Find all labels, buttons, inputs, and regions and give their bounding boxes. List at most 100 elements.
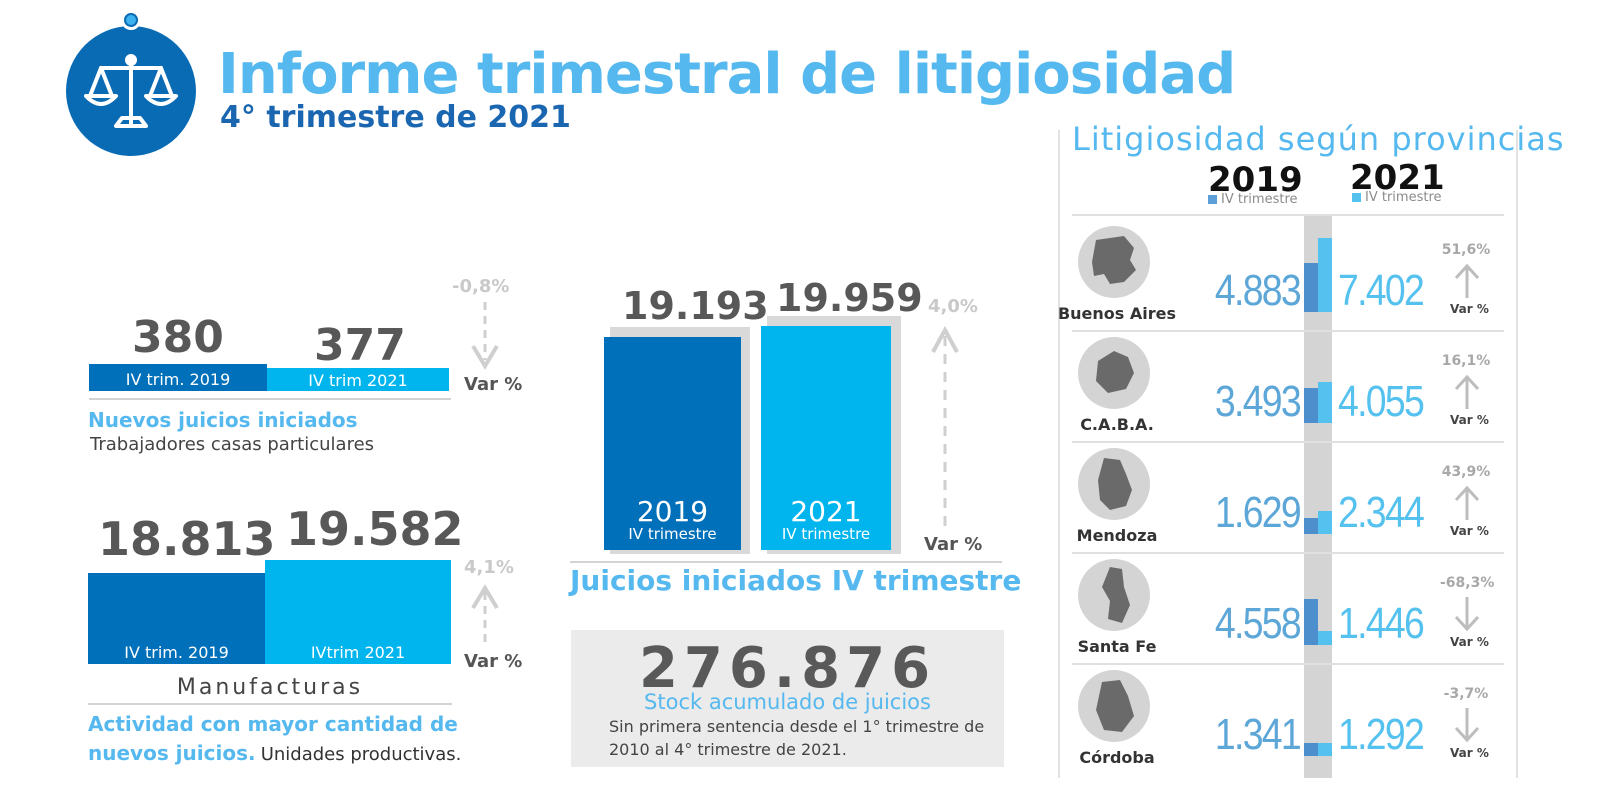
- juicios-bar-2019-year: 2019: [636, 495, 709, 528]
- manuf-desc-blue-line2: nuevos juicios.: [88, 741, 256, 765]
- province-bar-2019: [1304, 518, 1318, 534]
- page-title: Informe trimestral de litigiosidad: [218, 42, 1236, 107]
- province-bar-2021: [1318, 382, 1332, 423]
- province-name: Córdoba: [1079, 748, 1155, 767]
- province-value-2019: 1.341: [1214, 710, 1302, 759]
- province-var-label: Var %: [1450, 635, 1489, 649]
- province-var-pct: 16,1%: [1441, 353, 1491, 369]
- juicios-var-pct: 4,0%: [928, 296, 978, 317]
- stock-desc-line1: Sin primera sentencia desde el 1° trimes…: [609, 717, 985, 736]
- provincias-title: Litigiosidad según provincias: [1072, 120, 1565, 158]
- manuf-desc-dark: Unidades productivas.: [260, 744, 462, 765]
- legend-swatch-2019: [1208, 195, 1217, 204]
- provincias-legend-2019: IV trimestre: [1208, 192, 1298, 207]
- arrow-up-icon: [1454, 263, 1480, 298]
- mendoza-map-icon: [1098, 458, 1132, 510]
- province-bar-2021: [1318, 743, 1332, 756]
- province-name: C.A.B.A.: [1080, 415, 1154, 434]
- juicios-title: Juicios iniciados IV trimestre: [570, 564, 1022, 597]
- juicios-bar-2019-sub: IV trimestre: [628, 525, 717, 543]
- province-value-2021: 2.344: [1338, 488, 1425, 537]
- arrow-down-icon: [1454, 597, 1480, 632]
- casas-bar-2019-label: IV trim. 2019: [125, 370, 231, 389]
- casas-value-2019: 380: [132, 312, 224, 363]
- arrow-down-icon: [471, 302, 499, 370]
- provincias-year-2019: 2019: [1208, 160, 1303, 200]
- manuf-bar-2019-label: IV trim. 2019: [124, 643, 229, 662]
- province-var-pct: 51,6%: [1441, 242, 1491, 258]
- province-map-circle: [1078, 448, 1150, 520]
- manuf-bar-2021: IVtrim 2021: [265, 560, 451, 664]
- province-name: Buenos Aires: [1057, 304, 1177, 323]
- province-value-2019: 4.558: [1214, 599, 1302, 648]
- manuf-value-2021: 19.582: [286, 502, 464, 556]
- provincias-legend-2019-text: IV trimestre: [1221, 192, 1298, 207]
- province-map-circle: [1078, 559, 1150, 631]
- manuf-title: Manufacturas: [176, 675, 364, 700]
- province-var-pct: -3,7%: [1443, 686, 1489, 702]
- province-var-pct: -68,3%: [1440, 575, 1495, 591]
- manuf-var-label: Var %: [464, 651, 523, 672]
- arrow-up-icon: [1454, 485, 1480, 520]
- province-divider: [1072, 552, 1504, 554]
- arrow-up-icon: [1454, 374, 1480, 409]
- province-var-label: Var %: [1450, 524, 1489, 538]
- juicios-value-2021: 19.959: [776, 276, 923, 320]
- stock-panel: 276.876 Stock acumulado de juicios Sin p…: [571, 630, 1004, 767]
- casas-divider: [89, 398, 451, 400]
- province-value-2021: 1.446: [1338, 599, 1425, 648]
- province-value-2021: 4.055: [1338, 377, 1425, 426]
- manuf-desc-blue-line1: Actividad con mayor cantidad de: [88, 712, 458, 736]
- province-map-circle: [1078, 337, 1150, 409]
- province-map-circle: [1078, 226, 1150, 298]
- manuf-var-pct: 4,1%: [464, 557, 514, 578]
- province-bar-2021: [1318, 511, 1332, 534]
- province-var-label: Var %: [1450, 302, 1489, 316]
- manuf-divider: [88, 703, 452, 705]
- santa-fe-map-icon: [1102, 567, 1130, 623]
- casas-subtitle: Trabajadores casas particulares: [90, 434, 375, 455]
- province-bar-2019: [1304, 599, 1318, 645]
- province-value-2019: 4.883: [1214, 266, 1302, 315]
- casas-title: Nuevos juicios iniciados: [88, 408, 358, 432]
- province-bar-2019: [1304, 743, 1318, 756]
- manuf-bar-2019: IV trim. 2019: [88, 573, 265, 664]
- province-bar-2021: [1318, 238, 1332, 312]
- casas-bar-2019: IV trim. 2019: [89, 364, 267, 391]
- manuf-desc-line2: nuevos juicios. Unidades productivas.: [88, 741, 461, 765]
- logo-circle: [66, 26, 196, 156]
- manuf-value-2019: 18.813: [98, 512, 276, 566]
- casas-bar-2021: IV trim 2021: [267, 368, 449, 391]
- province-var-label: Var %: [1450, 413, 1489, 427]
- manuf-bar-2021-label: IVtrim 2021: [310, 643, 406, 662]
- juicios-bar-2021: 2021 IV trimestre: [761, 326, 891, 550]
- provincias-year-2021: 2021: [1350, 158, 1445, 198]
- juicios-bar-2019: 2019 IV trimestre: [604, 337, 741, 550]
- province-var-pct: 43,9%: [1441, 464, 1491, 480]
- province-bar-2021: [1318, 631, 1332, 645]
- stock-title: Stock acumulado de juicios: [644, 690, 931, 714]
- province-map-circle: [1078, 670, 1150, 742]
- casas-var-pct: -0,8%: [452, 276, 510, 297]
- province-value-2021: 7.402: [1338, 266, 1425, 315]
- juicios-var-label: Var %: [924, 534, 983, 555]
- provincias-left-border: [1058, 130, 1060, 778]
- juicios-bar-2021-sub: IV trimestre: [781, 525, 871, 543]
- arrow-up-icon: [931, 325, 959, 530]
- casas-value-2021: 377: [314, 320, 406, 371]
- provincias-legend-2021-text: IV trimestre: [1365, 190, 1442, 205]
- caba-map-icon: [1096, 351, 1134, 393]
- province-bar-2019: [1304, 388, 1318, 423]
- page-subtitle: 4° trimestre de 2021: [220, 100, 571, 135]
- province-divider: [1072, 663, 1504, 665]
- casas-var-label: Var %: [464, 374, 523, 395]
- provincias-legend-2021: IV trimestre: [1352, 190, 1442, 205]
- province-value-2019: 1.629: [1214, 488, 1302, 537]
- arrow-up-icon: [471, 584, 499, 646]
- province-var-label: Var %: [1450, 746, 1489, 760]
- provincias-right-border: [1516, 130, 1518, 778]
- cordoba-map-icon: [1096, 680, 1134, 732]
- casas-bar-2021-label: IV trim 2021: [308, 371, 408, 390]
- logo-dot-inner: [126, 15, 136, 25]
- province-divider: [1072, 441, 1504, 443]
